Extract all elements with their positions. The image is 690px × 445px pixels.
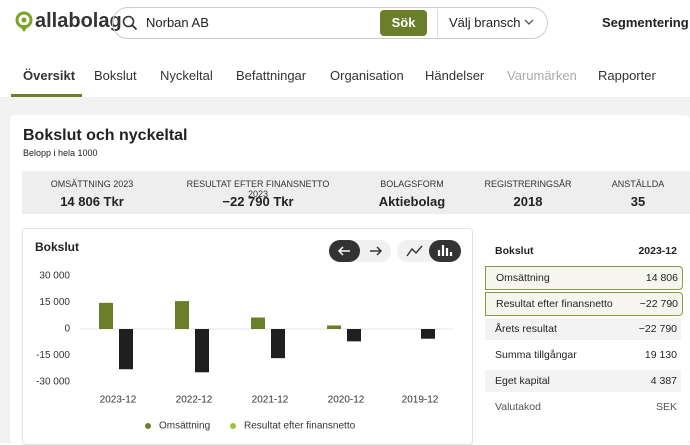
- cell-value: 2023-12: [638, 245, 677, 257]
- cell-value: 19 130: [644, 349, 677, 361]
- table-row: Omsättning 14 806: [485, 266, 683, 290]
- legend-dot: [145, 423, 151, 429]
- stat-label: ANSTÄLLDA: [611, 179, 665, 189]
- cell-label: Valutakod: [495, 401, 541, 413]
- cell-label: Summa tillgångar: [495, 349, 577, 361]
- bar: [119, 329, 133, 370]
- cell-label: Bokslut: [495, 245, 534, 257]
- table-header: Bokslut 2023-12: [485, 240, 681, 262]
- bar-view-button[interactable]: [429, 240, 461, 262]
- table-row: Valutakod SEK: [485, 396, 681, 418]
- x-tick-label: 2021-12: [252, 395, 289, 406]
- x-tick-label: 2023-12: [100, 395, 137, 406]
- search-box: [112, 7, 548, 39]
- chevron: [524, 19, 534, 25]
- bar: [347, 329, 361, 342]
- arrow-left: [337, 246, 350, 256]
- bar: [99, 302, 113, 329]
- cell-value: 14 806: [645, 272, 678, 284]
- chart-title: Bokslut: [35, 240, 79, 254]
- chart: Bokslut 30 000 15 000 0 -15 000 -30 000 2023-…: [35, 240, 461, 432]
- segment-link[interactable]: Segmentering: [602, 15, 689, 30]
- industry-select[interactable]: Välj bransch: [449, 15, 521, 30]
- bar: [421, 329, 435, 339]
- logo[interactable]: allabolag: [35, 10, 122, 32]
- tab[interactable]: Händelser: [425, 68, 485, 83]
- stat-label: OMSÄTTNING 2023: [50, 179, 134, 189]
- stat-label: RESULTAT EFTER FINANSNETTO 2023: [186, 179, 330, 199]
- line-view-button[interactable]: [406, 245, 423, 257]
- tab[interactable]: Bokslut: [94, 68, 137, 83]
- bar: [251, 317, 265, 329]
- stat-label: BOLAGSFORM: [380, 179, 444, 189]
- legend-label: Resultat efter finansnetto: [244, 421, 356, 432]
- cell-label: Omsättning: [496, 272, 550, 284]
- section-subtitle: Belopp i hela 1000: [23, 148, 98, 158]
- stat-value: −22 790 Tkr: [222, 194, 294, 209]
- tab[interactable]: Varumärken: [507, 68, 577, 83]
- cell-label: Resultat efter finansnetto: [496, 298, 613, 310]
- table-row: Summa tillgångar 19 130: [485, 344, 681, 366]
- divider: [437, 9, 438, 37]
- y-tick-label: -30 000: [36, 377, 70, 388]
- bar: [271, 329, 285, 359]
- x-tick-label: 2019-12: [402, 395, 439, 406]
- y-tick-label: 30 000: [39, 271, 70, 282]
- stat-value: 2018: [513, 194, 543, 209]
- search-input[interactable]: Norban AB: [146, 15, 209, 30]
- stat-value: Aktiebolag: [378, 194, 446, 209]
- bar: [327, 325, 341, 329]
- y-tick-label: 0: [64, 324, 70, 335]
- table: Bokslut 2023-12 Omsättning 14 806 Resultat e…: [485, 240, 683, 440]
- stat-value: 14 806 Tkr: [60, 194, 124, 209]
- tab[interactable]: Nyckeltal: [160, 68, 213, 83]
- tab[interactable]: Rapporter: [598, 68, 656, 83]
- y-tick-label: -15 000: [36, 350, 70, 361]
- bar-icon: [437, 245, 453, 256]
- stat-value: 35: [630, 194, 646, 209]
- bar: [175, 301, 189, 329]
- x-tick-label: 2022-12: [176, 395, 213, 406]
- logo-icon: [15, 11, 33, 32]
- cell-label: Eget kapital: [495, 375, 550, 387]
- legend-label: Omsättning: [159, 421, 210, 432]
- stats-strip: [22, 171, 690, 214]
- search-icon: [122, 15, 138, 31]
- legend-dot: [230, 423, 236, 429]
- cell-value: 4 387: [650, 375, 677, 387]
- bar: [195, 329, 209, 373]
- section-title: Bokslut och nyckeltal: [23, 127, 188, 144]
- cell-label: Årets resultat: [495, 323, 557, 335]
- table-row: Resultat efter finansnetto −22 790: [485, 292, 683, 316]
- cell-value: −22 790: [639, 298, 678, 310]
- tab[interactable]: Översikt: [23, 68, 76, 83]
- table-row: Årets resultat −22 790: [485, 318, 681, 340]
- cell-value: −22 790: [638, 323, 677, 335]
- tab[interactable]: Organisation: [330, 68, 404, 83]
- cell-value: SEK: [655, 401, 677, 413]
- x-tick-label: 2020-12: [328, 395, 365, 406]
- y-tick-label: 15 000: [39, 297, 70, 308]
- search-button[interactable]: Sök: [380, 10, 427, 36]
- table-row: Eget kapital 4 387: [485, 370, 681, 392]
- tab-underline: [11, 94, 82, 97]
- next-button[interactable]: [370, 246, 383, 256]
- tab[interactable]: Befattningar: [236, 68, 307, 83]
- stat-label: REGISTRERINGSÅR: [484, 179, 572, 189]
